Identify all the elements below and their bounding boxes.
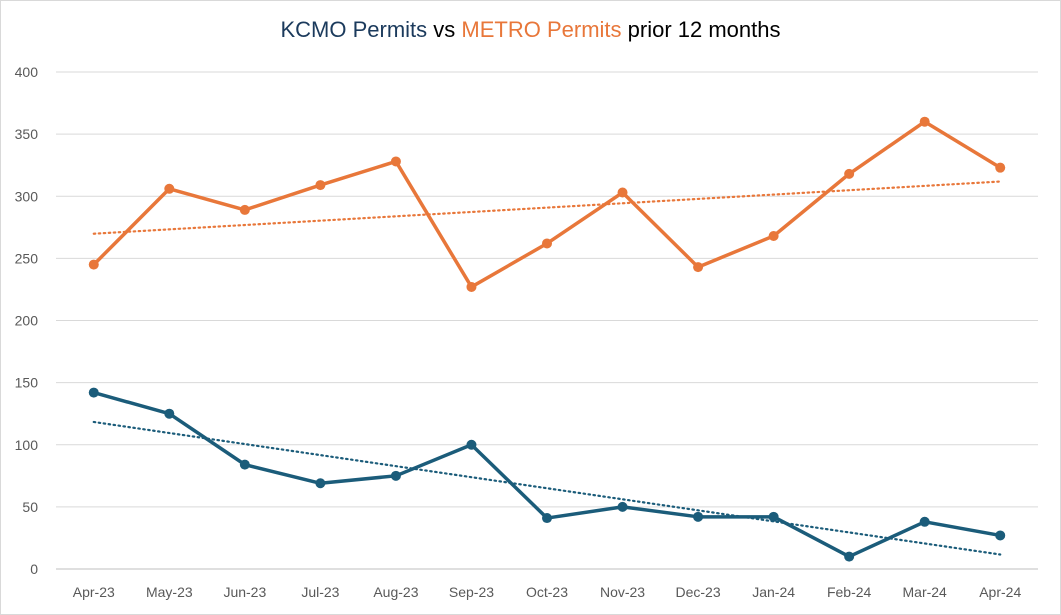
metro-data-point xyxy=(88,259,99,270)
metro-data-point xyxy=(542,238,552,249)
x-tick-label: Nov-23 xyxy=(600,584,645,600)
kcmo-data-point xyxy=(466,439,477,450)
x-axis-ticks: Apr-23 May-23 Jun-23 Jul-23 Aug-23 Sep-23 Oct-… xyxy=(73,584,1022,600)
x-tick-label: Jun-23 xyxy=(223,584,266,600)
y-tick-label: 350 xyxy=(15,126,39,142)
x-tick-label: Apr-24 xyxy=(979,584,1021,600)
x-tick-label: Oct-23 xyxy=(526,584,568,600)
y-axis-ticks: 0 50 100 150 200 250 300 350 400 xyxy=(15,64,39,577)
kcmo-data-point xyxy=(315,478,326,489)
y-tick-label: 150 xyxy=(15,375,39,391)
x-tick-label: Jul-23 xyxy=(301,584,339,600)
gridlines xyxy=(56,71,1038,570)
metro-data-point xyxy=(693,262,704,273)
metro-data-point xyxy=(768,231,779,242)
kcmo-data-point xyxy=(164,408,175,419)
metro-data-point xyxy=(844,168,855,179)
y-tick-label: 300 xyxy=(15,188,39,204)
chart-title: KCMO Permits vs METRO Permits prior 12 m… xyxy=(0,17,1061,43)
x-tick-label: Jan-24 xyxy=(752,584,795,600)
kcmo-trendline xyxy=(92,420,1002,556)
x-tick-label: May-23 xyxy=(146,584,193,600)
kcmo-data-point xyxy=(390,470,401,481)
x-tick-label: Sep-23 xyxy=(449,584,494,600)
kcmo-data-point xyxy=(88,387,99,398)
series-lines xyxy=(92,119,1002,559)
metro-data-point xyxy=(239,204,250,215)
metro-data-point xyxy=(164,183,175,194)
kcmo-data-point xyxy=(995,530,1006,541)
title-suffix: prior 12 months xyxy=(621,17,781,42)
y-tick-label: 100 xyxy=(15,437,39,453)
kcmo-data-point xyxy=(844,551,855,562)
kcmo-series-line xyxy=(92,390,1002,559)
y-tick-label: 200 xyxy=(15,313,39,329)
kcmo-data-point xyxy=(617,501,628,512)
kcmo-data-point xyxy=(919,516,930,527)
x-tick-label: Aug-23 xyxy=(373,584,418,600)
kcmo-data-point xyxy=(693,511,704,522)
x-tick-label: Dec-23 xyxy=(676,584,721,600)
x-tick-label: Apr-23 xyxy=(73,584,115,600)
y-tick-label: 50 xyxy=(22,499,38,515)
data-markers xyxy=(88,116,1006,562)
title-vs: vs xyxy=(427,17,462,42)
kcmo-data-point xyxy=(542,513,552,524)
metro-series-line xyxy=(92,119,1002,289)
y-tick-label: 250 xyxy=(15,250,39,266)
metro-data-point xyxy=(466,281,477,292)
trendlines xyxy=(92,180,1002,556)
metro-data-point xyxy=(390,156,401,167)
title-kcmo: KCMO Permits xyxy=(280,17,428,42)
metro-trendline xyxy=(92,180,1002,235)
kcmo-data-point xyxy=(768,511,779,522)
x-tick-label: Mar-24 xyxy=(903,584,948,600)
metro-data-point xyxy=(995,162,1006,173)
y-tick-label: 400 xyxy=(15,64,39,80)
metro-data-point xyxy=(919,116,930,127)
title-metro: METRO Permits xyxy=(461,17,622,42)
kcmo-data-point xyxy=(239,459,250,470)
metro-data-point xyxy=(617,187,628,198)
metro-data-point xyxy=(315,180,326,191)
y-tick-label: 0 xyxy=(30,561,38,577)
x-tick-label: Feb-24 xyxy=(827,584,872,600)
